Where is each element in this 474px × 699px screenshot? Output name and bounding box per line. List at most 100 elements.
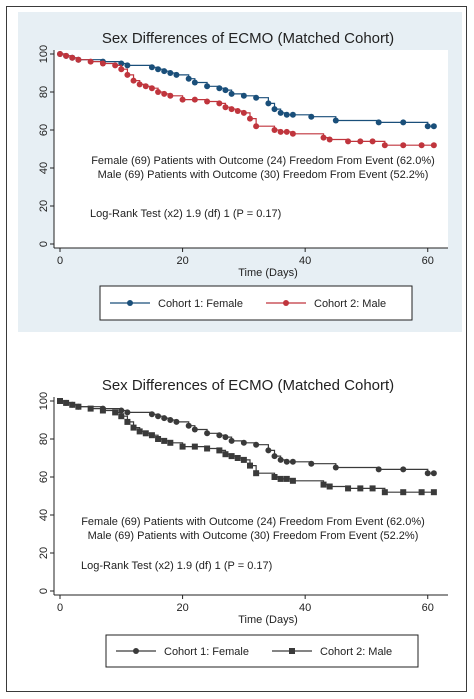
data-point <box>320 134 327 141</box>
legend-marker <box>133 648 139 654</box>
x-tick-label: 60 <box>422 602 434 614</box>
data-point <box>375 119 382 126</box>
data-point <box>179 443 186 450</box>
data-point <box>400 489 407 496</box>
data-point <box>57 51 63 57</box>
y-tick-label: 80 <box>38 86 50 98</box>
chart-title: Sex Differences of ECMO (Matched Cohort) <box>102 377 394 394</box>
legend-box <box>105 634 419 668</box>
x-axis-label: Time (Days) <box>238 614 297 626</box>
data-point <box>222 104 229 111</box>
data-point <box>228 106 235 113</box>
data-point <box>87 58 94 65</box>
data-point <box>357 485 364 492</box>
data-point <box>308 460 315 467</box>
data-point <box>75 403 82 410</box>
data-point <box>253 470 260 477</box>
data-point <box>63 399 70 406</box>
chart-title: Sex Differences of ECMO (Matched Cohort) <box>102 30 394 47</box>
data-point <box>167 70 174 76</box>
data-point <box>289 477 296 484</box>
data-point <box>424 470 431 477</box>
data-point <box>185 75 192 82</box>
data-point <box>308 113 315 120</box>
chart-panel-color: Sex Differences of ECMO (Matched Cohort)… <box>18 12 462 332</box>
data-point <box>216 85 223 92</box>
data-point <box>400 119 407 126</box>
y-tick-label: 20 <box>38 547 50 559</box>
data-point <box>216 100 223 107</box>
data-point <box>418 489 425 496</box>
data-point <box>271 453 278 460</box>
data-point <box>289 130 296 137</box>
data-point <box>185 422 192 429</box>
legend-label: Cohort 1: Female <box>164 646 249 658</box>
data-point <box>142 430 149 437</box>
x-tick-label: 60 <box>422 255 434 267</box>
data-point <box>277 456 284 463</box>
data-point <box>204 98 211 105</box>
plot-area <box>54 50 448 248</box>
data-point <box>118 66 125 73</box>
x-tick-label: 40 <box>299 255 311 267</box>
data-point <box>69 54 76 61</box>
data-point <box>271 474 278 480</box>
data-point <box>283 475 290 482</box>
legend-label: Cohort 1: Female <box>158 298 243 310</box>
y-tick-label: 60 <box>38 124 50 136</box>
data-point <box>124 409 131 416</box>
data-point <box>161 415 168 422</box>
data-point <box>191 443 198 450</box>
figure-frame <box>6 6 467 692</box>
plot-area <box>54 397 448 595</box>
data-point <box>369 485 376 492</box>
data-point <box>161 68 168 75</box>
data-point <box>124 62 131 69</box>
data-point <box>99 407 106 414</box>
km-chart-color: Sex Differences of ECMO (Matched Cohort)… <box>38 30 448 321</box>
data-point <box>148 64 155 71</box>
data-point <box>424 123 431 130</box>
y-tick-label: 40 <box>38 162 50 174</box>
y-tick-label: 20 <box>38 200 50 212</box>
data-point <box>228 453 235 460</box>
data-point <box>369 138 376 145</box>
data-point <box>289 111 296 118</box>
data-point <box>204 430 211 437</box>
data-point <box>265 447 272 454</box>
data-point <box>381 142 388 149</box>
legend-marker <box>127 300 133 306</box>
data-point <box>326 483 333 490</box>
data-point <box>277 475 284 482</box>
x-tick-label: 0 <box>57 602 63 614</box>
data-point <box>283 111 290 118</box>
data-point <box>228 90 235 97</box>
data-point <box>265 100 272 107</box>
annotation-summary: Male (69) Patients with Outcome (30) Fre… <box>88 530 419 542</box>
data-point <box>240 109 247 116</box>
x-tick-label: 0 <box>57 255 63 267</box>
annotation-summary: Male (69) Patients with Outcome (30) Fre… <box>98 169 429 181</box>
data-point <box>283 458 290 465</box>
data-point <box>332 464 339 471</box>
y-tick-label: 60 <box>38 471 50 483</box>
data-point <box>112 62 119 69</box>
legend-box <box>99 285 413 321</box>
data-point <box>253 123 260 130</box>
data-point <box>87 405 94 412</box>
y-tick-label: 0 <box>38 588 50 594</box>
data-point <box>400 466 407 473</box>
data-point <box>430 123 437 130</box>
y-tick-label: 100 <box>38 392 50 410</box>
data-point <box>191 426 198 433</box>
data-point <box>112 409 119 416</box>
data-point <box>148 432 155 439</box>
data-point <box>155 413 162 420</box>
legend-marker <box>283 300 289 306</box>
data-point <box>240 92 247 99</box>
data-point <box>191 79 198 86</box>
data-point <box>247 462 253 469</box>
data-point <box>375 466 382 473</box>
data-point <box>204 83 211 90</box>
data-point <box>332 117 339 124</box>
